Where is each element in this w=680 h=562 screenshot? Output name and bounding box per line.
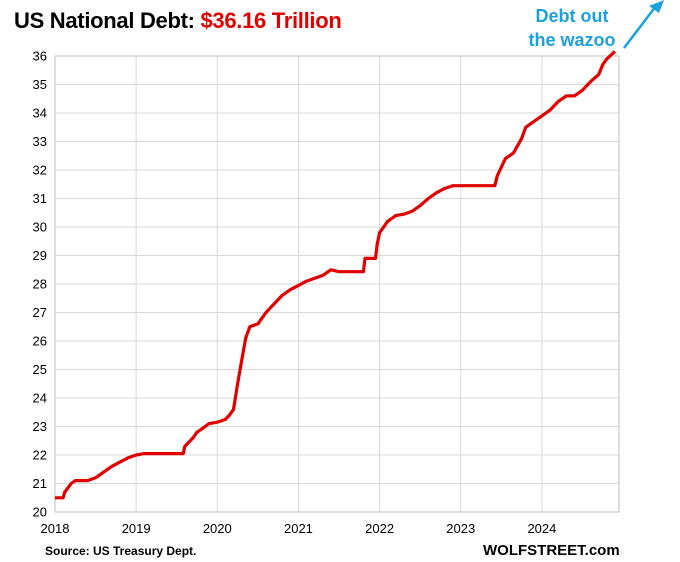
y-tick-label: 36 (33, 49, 47, 64)
x-tick-label: 2021 (284, 521, 313, 536)
y-tick-label: 20 (33, 505, 47, 520)
arrow-shaft (623, 5, 657, 49)
plot-frame (54, 55, 620, 513)
y-tick-label: 24 (33, 391, 47, 406)
y-tick-label: 29 (33, 248, 47, 263)
x-tick-label: 2018 (41, 521, 70, 536)
y-tick-label: 22 (33, 448, 47, 463)
y-tick-label: 21 (33, 476, 47, 491)
x-axis-ticks: 2018 2019 2020 2021 2022 2023 2024 (41, 521, 557, 536)
y-tick-label: 26 (33, 334, 47, 349)
y-tick-label: 23 (33, 419, 47, 434)
x-tick-label: 2023 (446, 521, 475, 536)
y-tick-label: 27 (33, 305, 47, 320)
annotation-line-2: the wazoo (528, 30, 616, 50)
brand-watermark: WOLFSTREET.com (483, 542, 620, 559)
y-tick-label: 32 (33, 163, 47, 178)
title-value: $36.16 Trillion (200, 8, 342, 33)
y-tick-label: 25 (33, 362, 47, 377)
x-tick-label: 2022 (365, 521, 394, 536)
annotation-line-1: Debt out (535, 6, 609, 26)
y-tick-label: 31 (33, 191, 47, 206)
x-tick-label: 2020 (203, 521, 232, 536)
y-tick-label: 33 (33, 134, 47, 149)
y-axis-ticks: 20 21 22 23 24 25 26 27 28 29 30 31 32 33 34 35 36 (33, 49, 47, 520)
debt-series-line (55, 50, 616, 500)
annotation-text: Debt out the wazoo (512, 4, 632, 52)
arrow-head (649, 0, 664, 13)
grid-lines (54, 55, 619, 513)
y-tick-label: 34 (33, 106, 47, 121)
y-tick-label: 30 (33, 220, 47, 235)
source-note: Source: US Treasury Dept. (45, 544, 197, 558)
y-tick-label: 28 (33, 277, 47, 292)
x-tick-label: 2024 (527, 521, 556, 536)
title-prefix: US National Debt: (14, 8, 201, 33)
chart-title: US National Debt: $36.16 Trillion (14, 8, 342, 34)
x-tick-label: 2019 (122, 521, 151, 536)
annotation-arrow (623, 0, 664, 49)
y-tick-label: 35 (33, 77, 47, 92)
